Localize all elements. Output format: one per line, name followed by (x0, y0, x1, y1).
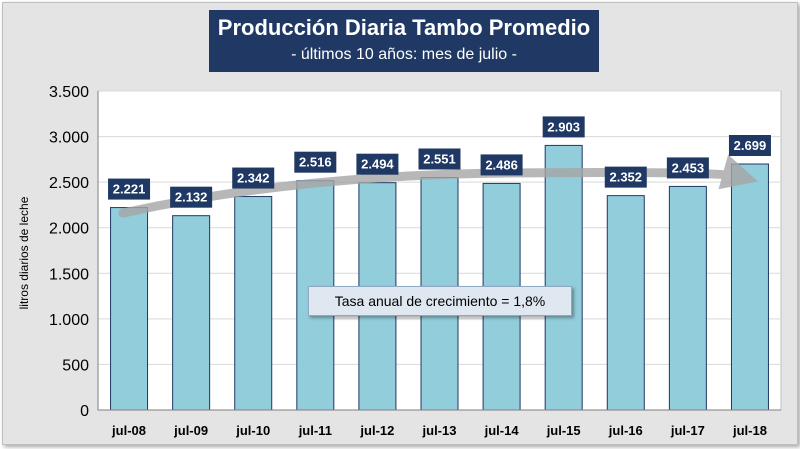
growth-rate-annotation: Tasa anual de crecimiento = 1,8% (308, 286, 572, 316)
data-label: 2.903 (547, 119, 580, 134)
bar (544, 144, 583, 411)
y-tick-label: 500 (62, 357, 89, 374)
bar (606, 195, 645, 411)
data-label-box (604, 166, 647, 188)
data-label: 2.221 (113, 182, 146, 197)
data-label: 2.551 (423, 151, 456, 166)
data-label: 2.453 (672, 160, 705, 175)
y-tick-label: 3.000 (49, 130, 89, 147)
data-label: 2.132 (175, 190, 208, 205)
y-tick-label: 1.000 (49, 312, 89, 329)
y-tick-label: 2.500 (49, 175, 89, 192)
data-label-box (728, 135, 771, 157)
bar (172, 215, 211, 411)
data-label: 2.352 (609, 170, 642, 185)
x-tick-label: jul-08 (111, 423, 146, 438)
x-tick-label: jul-13 (422, 423, 457, 438)
bar (110, 207, 149, 411)
bar (668, 185, 707, 411)
data-label-box (666, 157, 709, 179)
x-tick-label: jul-18 (732, 423, 767, 438)
x-tick-label: jul-16 (608, 423, 643, 438)
y-tick-label: 2.000 (49, 221, 89, 238)
data-label-box (170, 186, 213, 208)
data-label-box (356, 153, 399, 175)
bar (730, 163, 769, 411)
y-tick-label: 0 (80, 403, 89, 420)
data-label: 2.516 (299, 155, 332, 170)
data-label-box (294, 151, 337, 173)
x-tick-label: jul-09 (173, 423, 208, 438)
x-tick-label: jul-14 (484, 423, 520, 438)
chart-title: Producción Diaria Tambo Promedio (217, 15, 591, 40)
data-label-box (542, 116, 585, 138)
x-tick-label: jul-12 (359, 423, 394, 438)
data-label-box (232, 167, 275, 189)
data-label: 2.342 (237, 171, 270, 186)
data-label-box (480, 154, 523, 176)
y-axis-label: litros diarios de leche (17, 196, 31, 309)
y-tick-label: 1.500 (49, 266, 89, 283)
x-tick-label: jul-11 (298, 423, 332, 438)
data-label-box (418, 148, 461, 170)
y-tick-label: 3.500 (49, 84, 89, 101)
data-label-box (108, 178, 151, 200)
data-label: 2.494 (361, 157, 394, 172)
x-tick-label: jul-15 (546, 423, 581, 438)
chart-subtitle: - últimos 10 años: mes de julio - (291, 46, 517, 63)
chart-title-box: Producción Diaria Tambo Promedio - últim… (209, 10, 599, 72)
x-tick-label: jul-17 (670, 423, 705, 438)
x-tick-label: jul-10 (235, 423, 270, 438)
data-label: 2.699 (734, 138, 767, 153)
bar (234, 196, 273, 411)
data-label: 2.486 (485, 157, 518, 172)
